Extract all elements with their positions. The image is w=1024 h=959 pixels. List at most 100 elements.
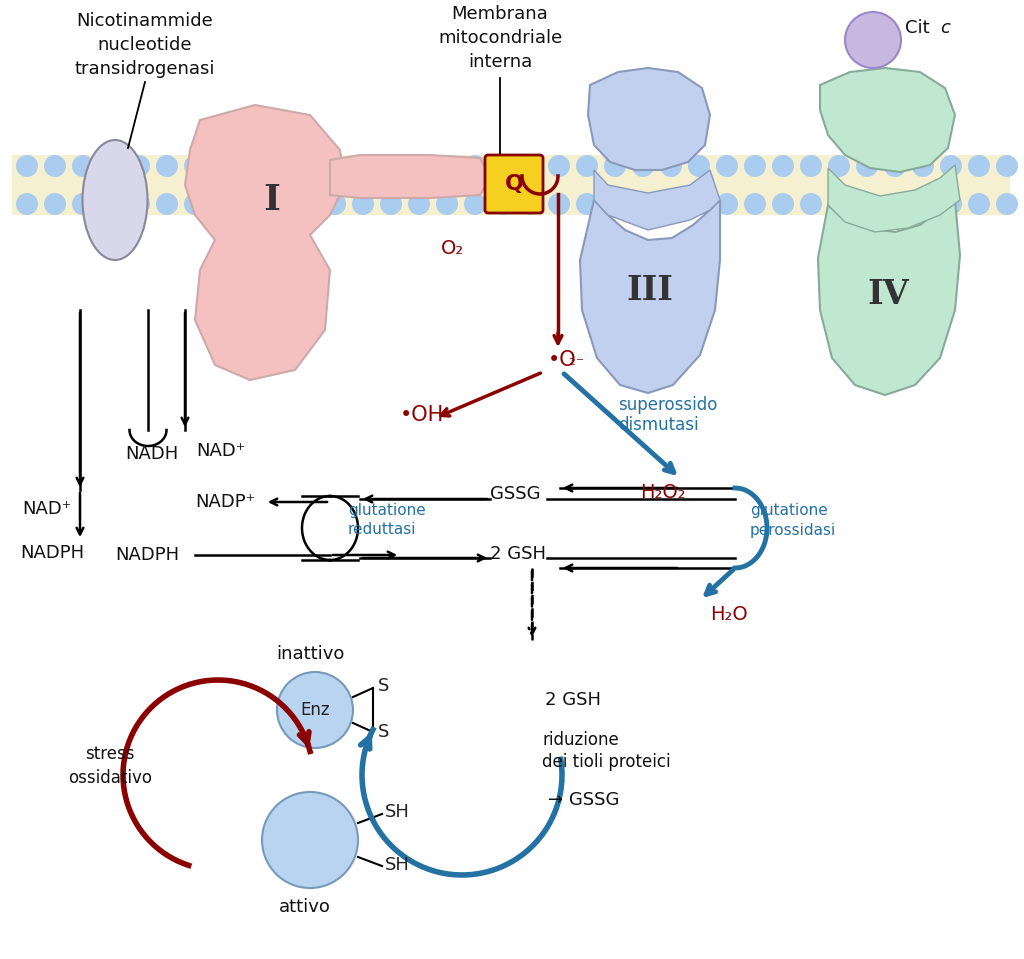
Circle shape	[296, 193, 318, 215]
Circle shape	[632, 155, 654, 177]
Circle shape	[688, 193, 710, 215]
Circle shape	[212, 193, 234, 215]
Circle shape	[828, 155, 850, 177]
Text: transidrogenasi: transidrogenasi	[75, 60, 215, 78]
Circle shape	[716, 193, 738, 215]
Text: ⁻: ⁻	[575, 355, 584, 370]
Circle shape	[492, 155, 514, 177]
Circle shape	[912, 155, 934, 177]
Text: Enz: Enz	[300, 701, 330, 719]
Circle shape	[436, 155, 458, 177]
Text: glutatione
reduttasi: glutatione reduttasi	[348, 503, 426, 537]
Circle shape	[16, 193, 38, 215]
Circle shape	[632, 193, 654, 215]
Circle shape	[772, 193, 794, 215]
Circle shape	[940, 155, 962, 177]
Text: H₂O: H₂O	[710, 605, 748, 624]
Circle shape	[828, 193, 850, 215]
Circle shape	[408, 155, 430, 177]
Circle shape	[575, 155, 598, 177]
Text: superossido: superossido	[618, 396, 718, 414]
Circle shape	[996, 155, 1018, 177]
Text: S: S	[378, 723, 389, 741]
Circle shape	[968, 193, 990, 215]
Circle shape	[268, 155, 290, 177]
Circle shape	[44, 155, 66, 177]
Text: 2 GSH: 2 GSH	[545, 691, 601, 709]
Circle shape	[464, 193, 486, 215]
Circle shape	[856, 193, 878, 215]
Text: NAD⁺: NAD⁺	[196, 442, 245, 460]
Text: inattivo: inattivo	[275, 645, 344, 663]
Circle shape	[324, 193, 346, 215]
Circle shape	[884, 193, 906, 215]
Circle shape	[184, 155, 206, 177]
Circle shape	[660, 155, 682, 177]
Circle shape	[772, 155, 794, 177]
Circle shape	[800, 155, 822, 177]
Text: NADP⁺: NADP⁺	[195, 493, 255, 511]
Text: S: S	[378, 677, 389, 695]
Circle shape	[856, 155, 878, 177]
Ellipse shape	[83, 140, 147, 260]
Circle shape	[100, 193, 122, 215]
Text: GSSG: GSSG	[490, 485, 541, 503]
Text: IV: IV	[867, 278, 909, 312]
Text: NADPH: NADPH	[20, 544, 84, 562]
Circle shape	[100, 155, 122, 177]
Text: c: c	[940, 19, 950, 37]
Circle shape	[240, 155, 262, 177]
Circle shape	[352, 193, 374, 215]
Circle shape	[660, 193, 682, 215]
Circle shape	[604, 193, 626, 215]
Polygon shape	[588, 68, 710, 170]
Circle shape	[268, 193, 290, 215]
Circle shape	[464, 155, 486, 177]
Text: riduzione: riduzione	[542, 731, 618, 749]
Polygon shape	[594, 170, 720, 230]
Circle shape	[604, 155, 626, 177]
Circle shape	[996, 193, 1018, 215]
Circle shape	[240, 193, 262, 215]
Text: mitocondriale: mitocondriale	[438, 29, 562, 47]
Circle shape	[352, 155, 374, 177]
Circle shape	[262, 792, 358, 888]
Polygon shape	[330, 155, 490, 198]
Text: NADPH: NADPH	[115, 546, 179, 564]
Circle shape	[940, 193, 962, 215]
Polygon shape	[818, 200, 961, 395]
Text: O₂: O₂	[440, 239, 464, 258]
Text: NAD⁺: NAD⁺	[22, 500, 71, 518]
Text: NADH: NADH	[125, 445, 178, 463]
Circle shape	[912, 193, 934, 215]
Text: dismutasi: dismutasi	[618, 416, 698, 434]
Circle shape	[324, 155, 346, 177]
Text: I: I	[263, 183, 281, 217]
Text: •OH: •OH	[400, 405, 444, 425]
Circle shape	[800, 193, 822, 215]
Circle shape	[380, 155, 402, 177]
Circle shape	[520, 193, 542, 215]
Polygon shape	[828, 165, 961, 232]
Circle shape	[16, 155, 38, 177]
Circle shape	[156, 193, 178, 215]
Text: Nicotinammide: Nicotinammide	[77, 12, 213, 30]
Circle shape	[380, 193, 402, 215]
Circle shape	[548, 193, 570, 215]
FancyBboxPatch shape	[485, 155, 543, 213]
Polygon shape	[580, 200, 720, 393]
Circle shape	[845, 12, 901, 68]
Circle shape	[436, 193, 458, 215]
Circle shape	[548, 155, 570, 177]
Circle shape	[688, 155, 710, 177]
Text: H₂O₂: H₂O₂	[640, 482, 686, 502]
Circle shape	[716, 155, 738, 177]
Text: nucleotide: nucleotide	[97, 36, 193, 54]
Circle shape	[884, 155, 906, 177]
Polygon shape	[820, 68, 955, 172]
Text: SH: SH	[385, 856, 410, 874]
Polygon shape	[185, 105, 345, 380]
Circle shape	[156, 155, 178, 177]
Text: ₂: ₂	[568, 351, 574, 369]
Text: perossidasi: perossidasi	[750, 523, 837, 537]
